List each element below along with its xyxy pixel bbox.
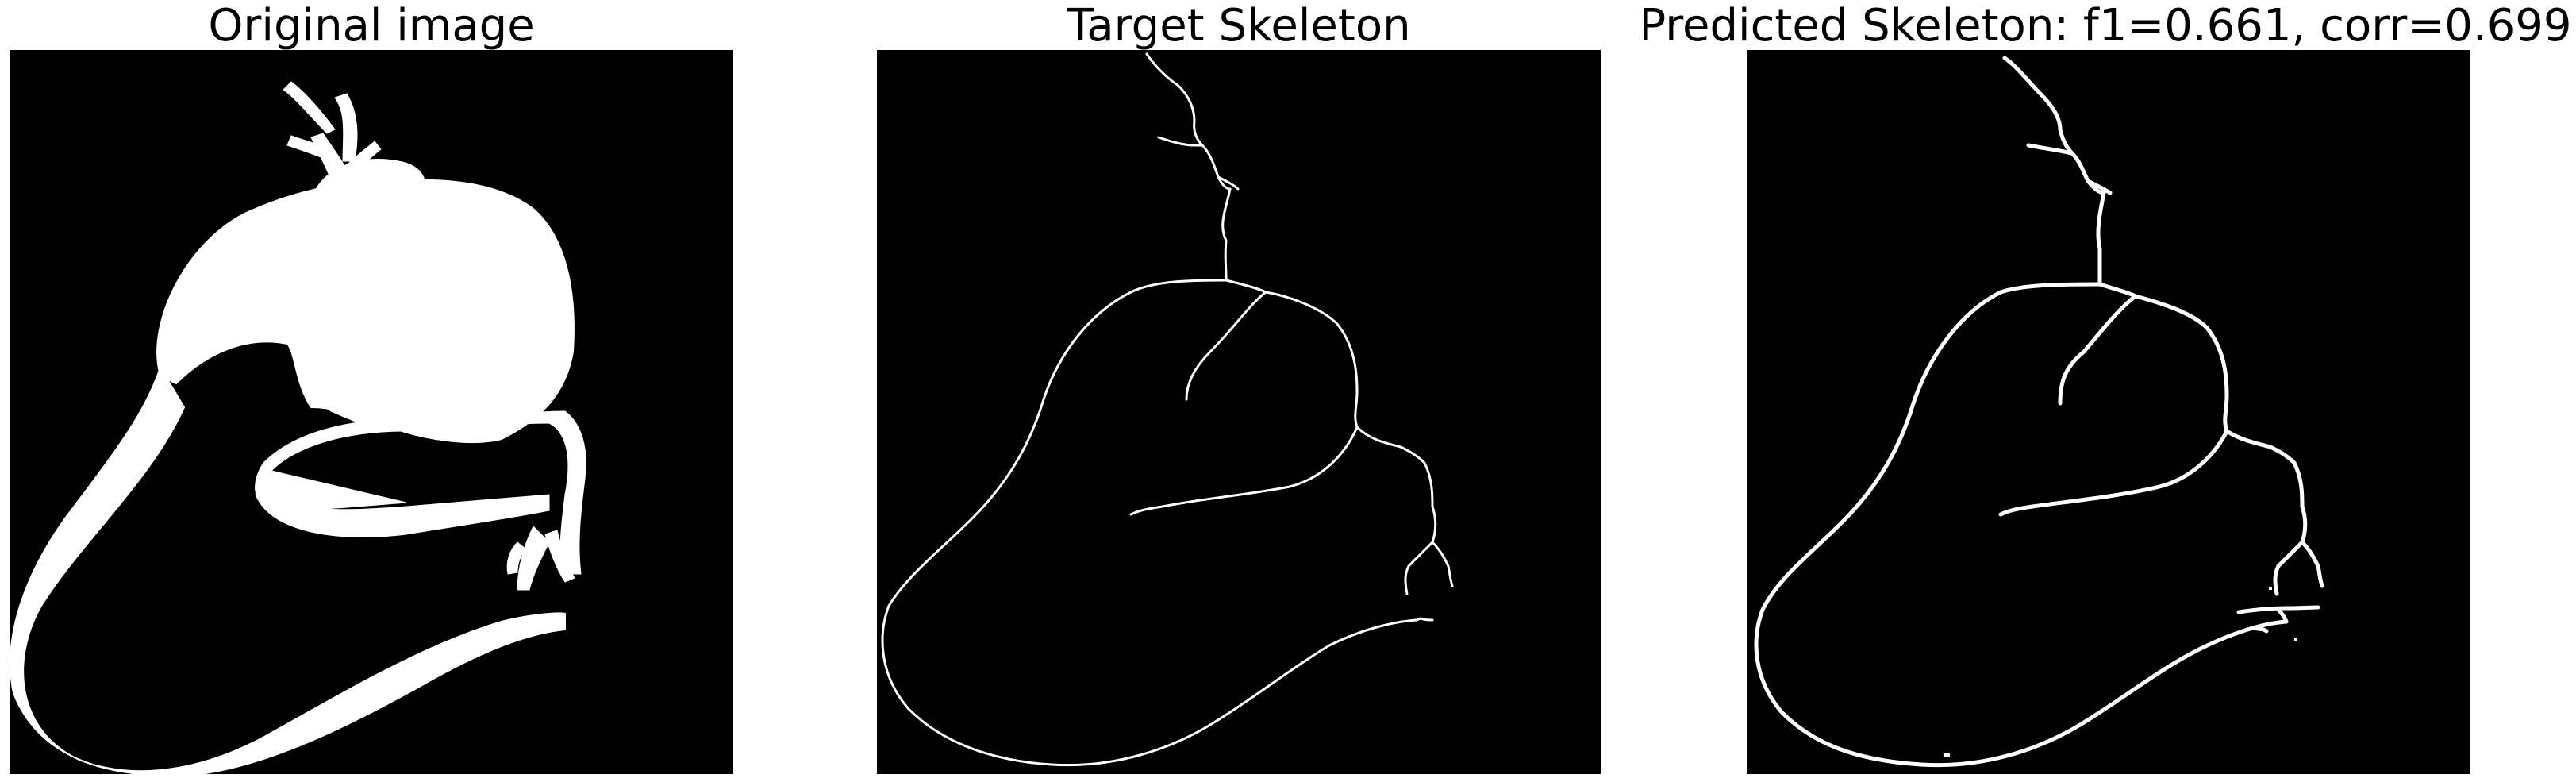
panel-title-original: Original image <box>208 0 535 52</box>
predicted-skeleton-image <box>1747 50 2470 774</box>
panel-title-target: Target Skeleton <box>1067 0 1411 52</box>
original-image <box>10 50 733 774</box>
target-skeleton-lines <box>877 50 1601 774</box>
lizard-silhouette <box>10 50 733 774</box>
predicted-skeleton-lines <box>1747 50 2470 774</box>
panel-title-predicted: Predicted Skeleton: f1=0.661, corr=0.699 <box>1639 0 2572 52</box>
target-skeleton-image <box>877 50 1601 774</box>
